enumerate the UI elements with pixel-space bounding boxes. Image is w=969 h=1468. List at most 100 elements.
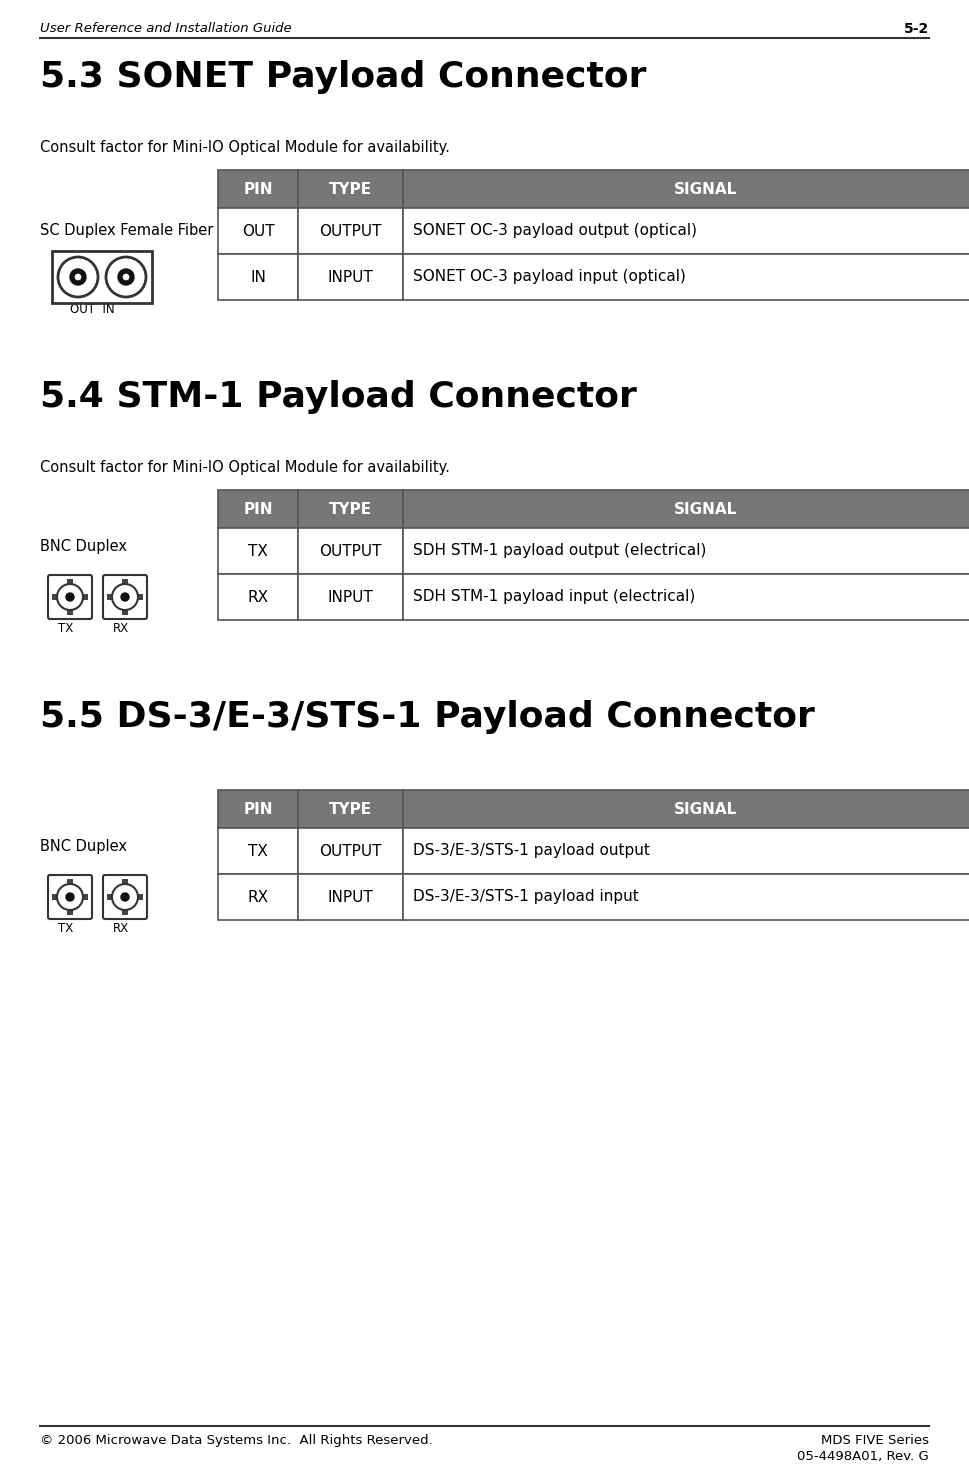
- Text: SIGNAL: SIGNAL: [674, 802, 737, 816]
- Circle shape: [112, 884, 138, 910]
- Text: SIGNAL: SIGNAL: [674, 182, 737, 197]
- Bar: [403, 528, 969, 574]
- Text: TX: TX: [58, 922, 74, 935]
- Bar: [137, 595, 143, 600]
- Circle shape: [57, 584, 83, 611]
- Text: TYPE: TYPE: [328, 802, 372, 816]
- Circle shape: [112, 584, 138, 611]
- Text: 5-2: 5-2: [904, 22, 929, 37]
- Text: RX: RX: [247, 590, 268, 605]
- Bar: [67, 578, 73, 586]
- Bar: [298, 790, 403, 828]
- Bar: [218, 208, 298, 254]
- Bar: [122, 578, 128, 586]
- Text: TYPE: TYPE: [328, 182, 372, 197]
- Bar: [403, 170, 969, 208]
- Bar: [52, 595, 58, 600]
- Bar: [403, 574, 969, 619]
- Bar: [298, 208, 403, 254]
- FancyBboxPatch shape: [103, 875, 147, 919]
- Circle shape: [58, 257, 98, 297]
- Text: BNC Duplex: BNC Duplex: [40, 838, 127, 854]
- Text: SONET OC-3 payload output (optical): SONET OC-3 payload output (optical): [413, 223, 697, 238]
- Bar: [67, 609, 73, 615]
- Text: BNC Duplex: BNC Duplex: [40, 539, 127, 553]
- Text: OUTPUT: OUTPUT: [319, 543, 382, 558]
- Text: PIN: PIN: [243, 502, 272, 517]
- Bar: [403, 828, 969, 873]
- Bar: [403, 208, 969, 254]
- Bar: [67, 909, 73, 915]
- Text: OUT: OUT: [241, 223, 274, 238]
- Text: TX: TX: [248, 543, 268, 558]
- Bar: [218, 490, 298, 528]
- Text: PIN: PIN: [243, 802, 272, 816]
- FancyBboxPatch shape: [48, 875, 92, 919]
- Circle shape: [75, 275, 81, 280]
- Text: 5.4 STM-1 Payload Connector: 5.4 STM-1 Payload Connector: [40, 380, 637, 414]
- Bar: [298, 828, 403, 873]
- Text: TX: TX: [248, 844, 268, 859]
- Circle shape: [66, 893, 74, 901]
- Text: SC Duplex Female Fiber: SC Duplex Female Fiber: [40, 223, 213, 238]
- Bar: [298, 873, 403, 920]
- Bar: [403, 254, 969, 299]
- Text: SDH STM-1 payload input (electrical): SDH STM-1 payload input (electrical): [413, 590, 695, 605]
- Text: User Reference and Installation Guide: User Reference and Installation Guide: [40, 22, 292, 35]
- Text: MDS FIVE Series: MDS FIVE Series: [821, 1434, 929, 1447]
- Bar: [82, 595, 88, 600]
- Bar: [122, 879, 128, 885]
- Bar: [298, 254, 403, 299]
- Text: 5.3 SONET Payload Connector: 5.3 SONET Payload Connector: [40, 60, 646, 94]
- Bar: [107, 595, 113, 600]
- Circle shape: [118, 269, 134, 285]
- Text: TYPE: TYPE: [328, 502, 372, 517]
- Circle shape: [66, 593, 74, 600]
- Bar: [122, 909, 128, 915]
- Text: RX: RX: [247, 890, 268, 904]
- Text: RX: RX: [113, 622, 129, 636]
- FancyBboxPatch shape: [48, 575, 92, 619]
- Bar: [298, 574, 403, 619]
- Text: RX: RX: [113, 922, 129, 935]
- Bar: [122, 609, 128, 615]
- Bar: [218, 873, 298, 920]
- Text: Consult factor for Mini-IO Optical Module for availability.: Consult factor for Mini-IO Optical Modul…: [40, 459, 450, 476]
- Text: DS-3/E-3/STS-1 payload input: DS-3/E-3/STS-1 payload input: [413, 890, 639, 904]
- Bar: [218, 528, 298, 574]
- Bar: [298, 528, 403, 574]
- Bar: [298, 170, 403, 208]
- Text: INPUT: INPUT: [328, 270, 373, 285]
- Bar: [52, 251, 152, 302]
- Bar: [403, 490, 969, 528]
- Bar: [218, 170, 298, 208]
- FancyBboxPatch shape: [103, 575, 147, 619]
- Circle shape: [106, 257, 146, 297]
- Text: Consult factor for Mini-IO Optical Module for availability.: Consult factor for Mini-IO Optical Modul…: [40, 139, 450, 156]
- Text: OUTPUT: OUTPUT: [319, 223, 382, 238]
- Bar: [52, 894, 58, 900]
- Circle shape: [123, 275, 129, 280]
- Bar: [137, 894, 143, 900]
- Text: OUTPUT: OUTPUT: [319, 844, 382, 859]
- Text: © 2006 Microwave Data Systems Inc.  All Rights Reserved.: © 2006 Microwave Data Systems Inc. All R…: [40, 1434, 433, 1447]
- Circle shape: [121, 893, 129, 901]
- Bar: [403, 873, 969, 920]
- Text: 05-4498A01, Rev. G: 05-4498A01, Rev. G: [797, 1450, 929, 1464]
- Text: SIGNAL: SIGNAL: [674, 502, 737, 517]
- Bar: [218, 828, 298, 873]
- Text: IN: IN: [250, 270, 266, 285]
- Bar: [67, 879, 73, 885]
- Text: 5.5 DS-3/E-3/STS-1 Payload Connector: 5.5 DS-3/E-3/STS-1 Payload Connector: [40, 700, 815, 734]
- Text: INPUT: INPUT: [328, 590, 373, 605]
- Text: TX: TX: [58, 622, 74, 636]
- Text: DS-3/E-3/STS-1 payload output: DS-3/E-3/STS-1 payload output: [413, 844, 650, 859]
- Bar: [218, 254, 298, 299]
- Text: OUT  IN: OUT IN: [70, 302, 114, 316]
- Bar: [218, 574, 298, 619]
- Bar: [218, 790, 298, 828]
- Circle shape: [121, 593, 129, 600]
- Bar: [107, 894, 113, 900]
- Text: PIN: PIN: [243, 182, 272, 197]
- Circle shape: [57, 884, 83, 910]
